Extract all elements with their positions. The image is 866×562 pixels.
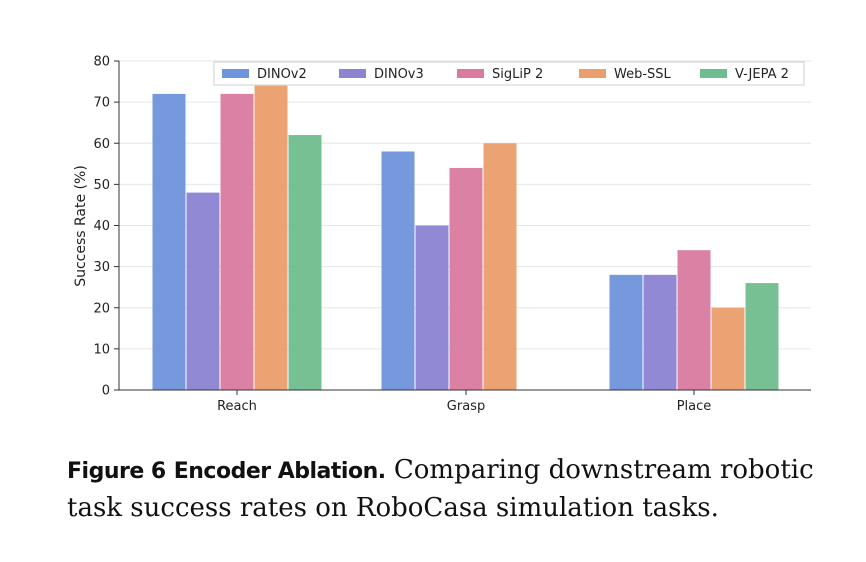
y-tick-label: 0 xyxy=(102,384,110,399)
y-tick-label: 30 xyxy=(93,260,110,275)
bar-siglip-2-grasp xyxy=(449,167,483,390)
bar-v-jepa-2-reach xyxy=(288,135,322,390)
legend-box xyxy=(213,61,805,86)
legend-entry: DINOv2 xyxy=(257,67,307,82)
x-tick-label: Reach xyxy=(217,399,257,414)
caption-label: Figure 6 xyxy=(67,459,166,484)
y-tick-label: 40 xyxy=(93,219,110,234)
legend-entry: V-JEPA 2 xyxy=(735,67,789,82)
caption-title: Encoder Ablation. xyxy=(173,459,386,484)
x-tick-label: Grasp xyxy=(447,399,485,414)
legend-swatch xyxy=(339,69,366,78)
legend-entry: SigLiP 2 xyxy=(492,67,543,82)
legend-entry: Web-SSL xyxy=(614,67,672,82)
y-tick-label: 50 xyxy=(93,178,110,193)
bars xyxy=(152,85,779,391)
y-tick-label: 80 xyxy=(93,55,110,70)
caption-text: Comparing downstream robotic task succes… xyxy=(67,455,814,523)
y-tick-label: 60 xyxy=(93,137,110,152)
bar-web-ssl-grasp xyxy=(483,143,517,390)
y-axis-label: Success Rate (%) xyxy=(73,165,89,287)
axes: 0 10 20 30 40 50 60 70 80 Reach Grasp Place xyxy=(93,55,811,414)
bar-v-jepa-2-place xyxy=(745,283,779,390)
y-tick-label: 70 xyxy=(93,96,110,111)
legend: DINOv2 DINOv3 SigLiP 2 Web-SSL V-JEPA 2 xyxy=(213,61,805,86)
bar-dinov2-grasp xyxy=(381,151,415,390)
bar-dinov2-reach xyxy=(152,93,186,391)
bar-web-ssl-reach xyxy=(254,85,288,391)
legend-swatch xyxy=(579,69,606,78)
legend-swatch xyxy=(700,69,727,78)
legend-swatch xyxy=(222,69,249,78)
bar-siglip-2-reach xyxy=(220,93,254,391)
x-tick-label: Place xyxy=(677,399,712,414)
bar-siglip-2-place xyxy=(677,250,711,390)
legend-swatch xyxy=(457,69,484,78)
figure-caption: Figure 6 Encoder Ablation. Comparing down… xyxy=(67,452,847,526)
bar-dinov3-place xyxy=(643,274,677,390)
bar-web-ssl-place xyxy=(711,307,745,390)
bar-dinov3-reach xyxy=(186,192,220,390)
bar-dinov2-place xyxy=(609,274,643,390)
y-tick-label: 10 xyxy=(93,342,110,357)
bar-dinov3-grasp xyxy=(415,225,449,390)
y-tick-label: 20 xyxy=(93,301,110,316)
legend-entry: DINOv3 xyxy=(374,67,424,82)
